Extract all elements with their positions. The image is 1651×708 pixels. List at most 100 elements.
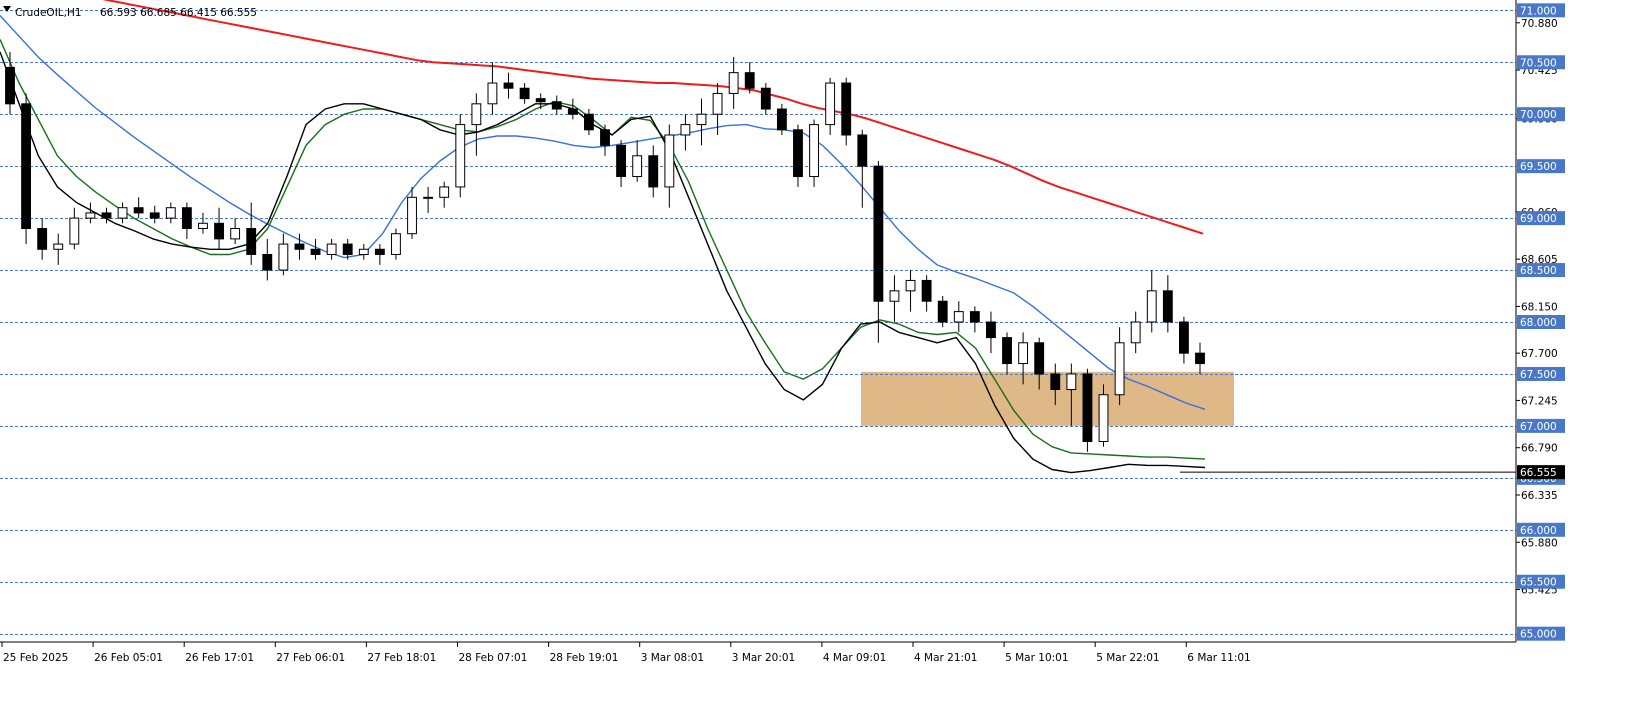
candle-body-bull xyxy=(712,92,723,115)
candle xyxy=(809,119,819,187)
candle-body-bear xyxy=(744,72,755,89)
candle xyxy=(1195,342,1205,374)
triangle-down-icon[interactable] xyxy=(3,6,11,12)
candle-body-bull xyxy=(230,227,241,240)
candle-body-bear xyxy=(1178,321,1189,354)
candle-body-bull xyxy=(1066,373,1077,391)
candle xyxy=(391,228,401,260)
candle xyxy=(101,207,112,224)
candle xyxy=(744,62,755,94)
candle xyxy=(439,181,450,208)
candle xyxy=(857,129,868,208)
level-label: 67.500 xyxy=(1520,369,1557,381)
ohlc-values: 66.593 66.685 66.415 66.555 xyxy=(100,7,257,19)
candle-body-bear xyxy=(37,227,48,250)
candle-body-bear xyxy=(793,129,803,178)
candle-body-bear xyxy=(5,66,15,105)
level-label-box xyxy=(1517,626,1565,641)
level-label: 66.000 xyxy=(1520,525,1557,537)
candle-body-bear xyxy=(246,227,257,255)
candle-body-bear xyxy=(342,243,353,255)
candle xyxy=(165,202,176,224)
level-label-box xyxy=(1517,418,1565,433)
candle-body-bull xyxy=(117,207,128,219)
candle xyxy=(535,93,546,110)
moving-average-line xyxy=(0,39,1206,460)
candle-body-bull xyxy=(680,124,691,136)
candle-body-bear xyxy=(1034,342,1045,375)
candle-body-bull xyxy=(407,196,417,235)
candle xyxy=(471,93,482,156)
level-label: 69.500 xyxy=(1520,161,1557,173)
level-label-box xyxy=(1517,55,1565,70)
candle-body-bear xyxy=(776,108,787,131)
candle-body-bull xyxy=(728,72,739,94)
candle-body-bull xyxy=(809,124,819,178)
candle-body-bull xyxy=(53,243,64,250)
candle xyxy=(85,202,96,224)
candle xyxy=(1098,384,1109,447)
symbol-label: CrudeOIL,H1 xyxy=(15,7,82,19)
candle-body-bull xyxy=(1114,342,1125,396)
candle xyxy=(455,114,466,198)
candle-body-bear xyxy=(583,113,594,131)
candle xyxy=(648,145,659,198)
candle-body-bull xyxy=(69,217,80,245)
current-price-label: 66.555 xyxy=(1520,467,1557,479)
level-label-box xyxy=(1517,107,1565,122)
moving-average-line xyxy=(102,0,1204,235)
price-tick-label: 68.150 xyxy=(1521,301,1558,313)
time-tick-label: 25 Feb 2025 xyxy=(3,652,68,664)
candle-body-bull xyxy=(953,311,964,323)
candle xyxy=(53,233,64,265)
candle xyxy=(503,72,514,99)
time-tick-label: 6 Mar 11:01 xyxy=(1187,652,1250,664)
candle-body-bear xyxy=(600,129,610,146)
candle xyxy=(712,83,723,135)
price-zone-layer xyxy=(861,371,1234,426)
candle xyxy=(1146,270,1157,333)
level-label: 68.500 xyxy=(1520,265,1557,277)
candle-body-bear xyxy=(648,155,659,188)
time-tick-label: 27 Feb 18:01 xyxy=(367,652,436,664)
candle-body-bear xyxy=(262,253,273,271)
candle-body-bear xyxy=(21,103,32,229)
candle xyxy=(407,186,417,239)
candle xyxy=(1066,363,1077,426)
candle xyxy=(664,124,675,208)
candle xyxy=(310,238,321,260)
candle-body-bear xyxy=(519,87,530,100)
candle xyxy=(342,238,353,260)
candle-body-bull xyxy=(165,207,176,219)
candle xyxy=(567,98,578,120)
candle-body-bear xyxy=(857,134,868,167)
candle-body-bear xyxy=(133,207,144,214)
moving-averages-layer xyxy=(0,0,1206,474)
candle xyxy=(632,140,643,182)
candle xyxy=(728,57,739,110)
candle xyxy=(230,218,241,245)
level-label: 65.000 xyxy=(1520,629,1557,641)
candle-body-bull xyxy=(825,82,836,126)
level-label: 68.000 xyxy=(1520,317,1557,329)
candle xyxy=(69,207,80,250)
candle-body-bear xyxy=(181,207,192,229)
candle xyxy=(519,83,530,104)
candle xyxy=(21,93,32,245)
time-tick-label: 4 Mar 09:01 xyxy=(823,652,886,664)
candle-body-bear xyxy=(1162,290,1173,323)
candle-body-bear xyxy=(214,222,224,240)
level-label-box xyxy=(1517,522,1565,537)
price-tick-label: 65.880 xyxy=(1521,537,1558,549)
level-label-box xyxy=(1517,366,1565,381)
candle xyxy=(1018,332,1029,385)
candle xyxy=(1034,337,1045,390)
candle-body-bull xyxy=(1146,290,1157,323)
candle xyxy=(937,296,948,328)
candle xyxy=(551,95,562,115)
candle xyxy=(680,114,691,151)
candle xyxy=(487,62,498,115)
axis-layer: 70.88070.42569.96069.06068.60568.15067.7… xyxy=(0,0,1565,664)
candle xyxy=(969,306,980,333)
